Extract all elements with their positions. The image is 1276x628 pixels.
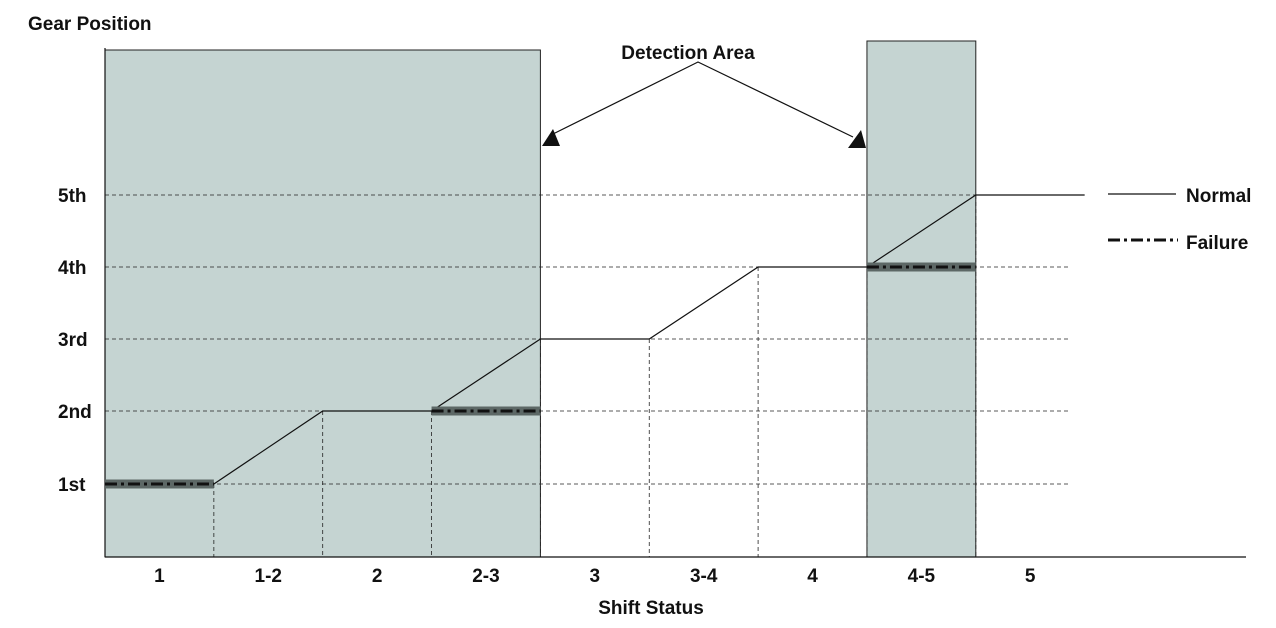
detection-area-1	[104, 49, 541, 558]
x-tick-3-4: 3-4	[690, 566, 718, 587]
x-tick-3: 3	[590, 566, 601, 587]
legend-normal-label: Normal	[1186, 186, 1251, 207]
annotation-arrow-lines	[552, 61, 854, 138]
gridlines	[105, 194, 1070, 557]
x-tick-1: 1	[154, 566, 165, 587]
x-tick-4-5: 4-5	[908, 566, 936, 587]
y-tick-3rd: 3rd	[58, 330, 88, 351]
legend: Normal Failure	[1108, 186, 1251, 254]
y-tick-1st: 1st	[58, 475, 86, 496]
detection-annotation: Detection Area	[542, 43, 866, 148]
y-tick-5th: 5th	[58, 186, 87, 207]
x-tick-2-3: 2-3	[472, 566, 499, 587]
detection-area-2	[866, 40, 977, 558]
x-tick-4: 4	[807, 566, 818, 587]
detection-areas	[104, 40, 977, 558]
detection-area-label: Detection Area	[621, 43, 755, 64]
y-axis-title: Gear Position	[28, 14, 152, 35]
axes	[104, 48, 1246, 558]
y-tick-4th: 4th	[58, 258, 87, 279]
series	[105, 194, 1085, 489]
x-tick-labels: 1 1-2 2 2-3 3 3-4 4 4-5 5	[154, 566, 1036, 587]
arrowhead-left	[542, 129, 560, 146]
x-tick-2: 2	[372, 566, 383, 587]
y-tick-2nd: 2nd	[58, 402, 92, 423]
axis-labels: Gear Position Shift Status	[28, 14, 704, 619]
x-tick-1-2: 1-2	[255, 566, 282, 587]
x-tick-5: 5	[1025, 566, 1036, 587]
x-axis-title: Shift Status	[598, 598, 704, 619]
y-tick-labels: 1st 2nd 3rd 4th 5th	[58, 186, 92, 496]
legend-failure-label: Failure	[1186, 233, 1248, 254]
arrowhead-right	[848, 130, 866, 148]
series-normal-line	[105, 194, 1085, 485]
